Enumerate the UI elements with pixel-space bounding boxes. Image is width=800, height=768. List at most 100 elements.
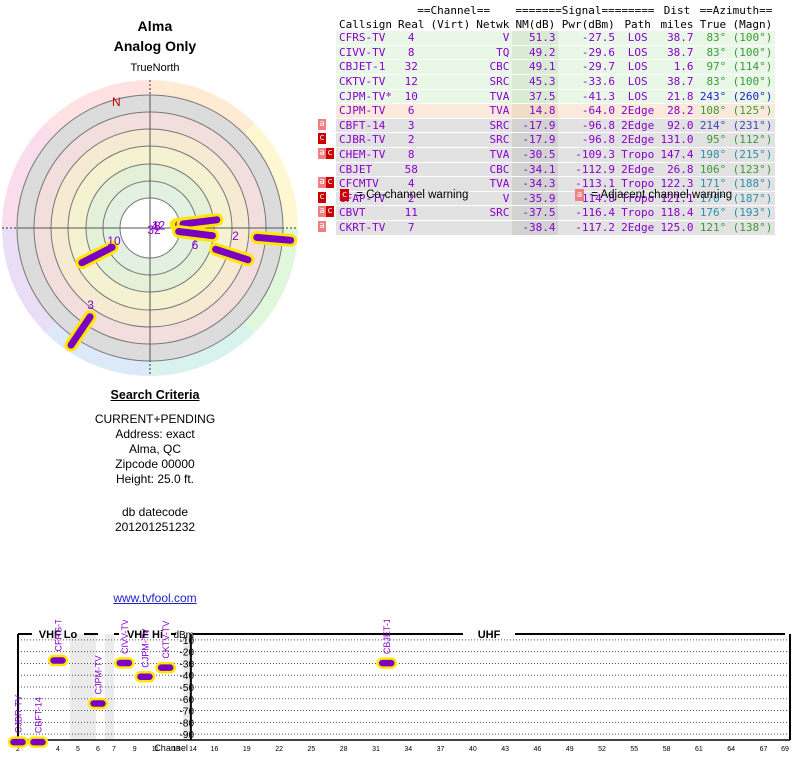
- spectrum-marker[interactable]: [47, 654, 69, 667]
- table-row[interactable]: a CKRT-TV 7 -38.4 -117.2 2Edge 125.0 121° (138°): [318, 220, 776, 236]
- spectrum-marker-label: CIVV-TV: [120, 620, 130, 654]
- table-row[interactable]: CBJET 58 CBC -34.1 -112.9 2Edge 26.8 106° (123°): [318, 162, 776, 178]
- cell-real: 4: [394, 31, 428, 46]
- spectrum-marker[interactable]: [27, 736, 49, 748]
- table-row[interactable]: CIVV-TV 8 TQ 49.2 -29.6 LOS 38.7 83° (100°): [318, 45, 776, 61]
- radar-marker-bar[interactable]: [253, 233, 295, 244]
- table-row[interactable]: CBJET-1 32 CBC 49.1 -29.7 LOS 1.6 97° (114°): [318, 59, 776, 75]
- table-row[interactable]: c CJBR-TV 2 SRC -17.9 -96.8 2Edge 131.0 95° (112°…: [318, 132, 776, 148]
- cell-dist: 122.3: [657, 176, 697, 192]
- x-tick-label: 40: [469, 746, 477, 753]
- cell-path: 2Edge: [617, 118, 658, 134]
- cell-az-magn: (193°): [729, 205, 776, 221]
- cell-path: LOS: [617, 89, 658, 105]
- y-tick-label: -20: [180, 648, 195, 659]
- cell-pwr: -109.3: [558, 147, 618, 163]
- x-tick-label: 69: [781, 746, 789, 753]
- table-row[interactable]: a CBFT-14 3 SRC -17.9 -96.8 2Edge 92.0 214° (231°…: [318, 118, 776, 134]
- cell-virt: [427, 89, 474, 105]
- cell-az-true: 198°: [696, 147, 730, 163]
- table-row[interactable]: CKTV-TV 12 SRC 45.3 -33.6 LOS 38.7 83° (100°): [318, 74, 776, 90]
- radar-marker-label: 8: [154, 219, 161, 233]
- x-tick-label: 52: [598, 746, 606, 753]
- adjacent-warning-icon: a: [318, 220, 326, 232]
- cell-virt: [427, 74, 474, 90]
- table-row[interactable]: CFRS-TV 4 V 51.3 -27.5 LOS 38.7 83° (100°): [318, 31, 776, 46]
- cell-pwr: -112.9: [558, 162, 618, 178]
- radar-marker-bar[interactable]: [67, 313, 94, 349]
- col-real: Real: [397, 17, 425, 31]
- y-tick-label: -40: [180, 671, 195, 682]
- spectrum-marker[interactable]: [114, 657, 135, 669]
- table-row[interactable]: a c CHEM-TV 8 TVA -30.5 -109.3 Tropo 147.4 198° (2…: [318, 147, 776, 163]
- y-tick-label: -10: [180, 636, 195, 647]
- radar-marker-bar[interactable]: [212, 245, 252, 264]
- spectrum-marker[interactable]: [134, 671, 156, 683]
- cochannel-warning-icon: c: [318, 133, 326, 145]
- spectrum-marker-label: CBFT-14: [34, 697, 44, 733]
- warning-cell: [318, 59, 336, 75]
- table-row[interactable]: a c CBVT 11 SRC -37.5 -116.4 Tropo 118.4 176° (193…: [318, 205, 776, 221]
- cell-az-magn: (260°): [729, 89, 776, 105]
- group-header-channel: ==Channel==: [417, 4, 491, 17]
- cell-az-magn: (100°): [729, 45, 776, 61]
- table-column-header-row: Callsign Real (Virt) Netwk NM(dB) Pwr(dB…: [318, 17, 775, 32]
- cell-dist: 147.4: [657, 147, 697, 163]
- search-criteria: Search Criteria CURRENT+PENDING Address:…: [0, 388, 310, 535]
- cell-pwr: -64.0: [558, 103, 618, 119]
- spectrum-marker[interactable]: [7, 736, 29, 748]
- cell-pwr: -33.6: [558, 74, 618, 90]
- col-miles: miles: [660, 17, 694, 31]
- cell-pwr: -29.7: [558, 59, 618, 75]
- cell-netwk: SRC: [473, 132, 513, 148]
- x-tick-label: 67: [760, 746, 768, 753]
- col-aztrue: True: [699, 17, 727, 31]
- cell-virt: [427, 162, 474, 178]
- table-row[interactable]: CJPM-TV* 10 TVA 37.5 -41.3 LOS 21.8 243° (260°): [318, 89, 776, 105]
- cell-dist: 21.8: [657, 89, 697, 105]
- cell-pwr: -96.8: [558, 132, 618, 148]
- cell-real: 2: [394, 132, 428, 148]
- y-tick-label: -70: [180, 707, 195, 718]
- cell-pwr: -29.6: [558, 45, 618, 61]
- adjacent-warning-icon: a: [318, 206, 326, 218]
- cell-real: 11: [394, 205, 428, 221]
- table-row[interactable]: c CFAP-TV 2 V -35.9 -114.8 Tropo 121.1 170° (187°…: [318, 191, 776, 207]
- spectrum-chart[interactable]: -10 -20 -30 -40 -50 -60 -70 -80 -90 dBm VHF Lo VHF …: [0, 620, 800, 768]
- cell-real: 3: [394, 118, 428, 134]
- cell-callsign: CBJET: [336, 162, 395, 178]
- x-tick-label: 49: [566, 746, 574, 753]
- radar-title: Alma: [137, 18, 173, 34]
- spectrum-marker[interactable]: [376, 657, 397, 669]
- table-row[interactable]: CJPM-TV 6 TVA 14.8 -64.0 2Edge 28.2 108° (125°): [318, 103, 776, 119]
- cell-nm: -35.9: [512, 191, 559, 207]
- spectrum-marker[interactable]: [155, 661, 176, 674]
- tvfool-link[interactable]: www.tvfool.com: [113, 591, 197, 605]
- x-tick-label: 14: [189, 746, 197, 753]
- cell-pwr: -116.4: [558, 205, 618, 221]
- cell-path: Tropo: [617, 191, 658, 207]
- spectrum-marker[interactable]: [87, 697, 109, 710]
- signal-table-panel: ==Channel== =======Signal======== Dist =…: [300, 4, 800, 236]
- group-header-dist: Dist: [663, 4, 691, 17]
- warning-cell: [318, 89, 336, 105]
- cell-callsign: CBVT: [336, 205, 395, 221]
- radar-marker-bar[interactable]: [175, 228, 216, 240]
- col-netwk: Netwk: [476, 17, 510, 31]
- cell-az-magn: (231°): [729, 118, 776, 134]
- cell-az-magn: (138°): [729, 220, 776, 236]
- cell-az-true: 97°: [696, 59, 730, 75]
- criteria-line-3: Zipcode 00000: [115, 457, 195, 471]
- table-row[interactable]: a c CFCMTV 4 TVA -34.3 -113.1 Tropo 122.3 171° (18…: [318, 176, 776, 192]
- radar-marker-bar[interactable]: [78, 243, 116, 267]
- x-tick-label: 22: [275, 746, 283, 753]
- radar-marker-bar[interactable]: [179, 216, 221, 228]
- x-tick-label: 4: [56, 746, 60, 753]
- criteria-line-0: CURRENT+PENDING: [94, 412, 216, 426]
- warning-cell: [318, 31, 336, 46]
- warning-cell: a: [318, 220, 336, 236]
- spectrum-marker-label: CJPM-TV: [141, 629, 151, 668]
- cell-az-true: 83°: [696, 45, 730, 61]
